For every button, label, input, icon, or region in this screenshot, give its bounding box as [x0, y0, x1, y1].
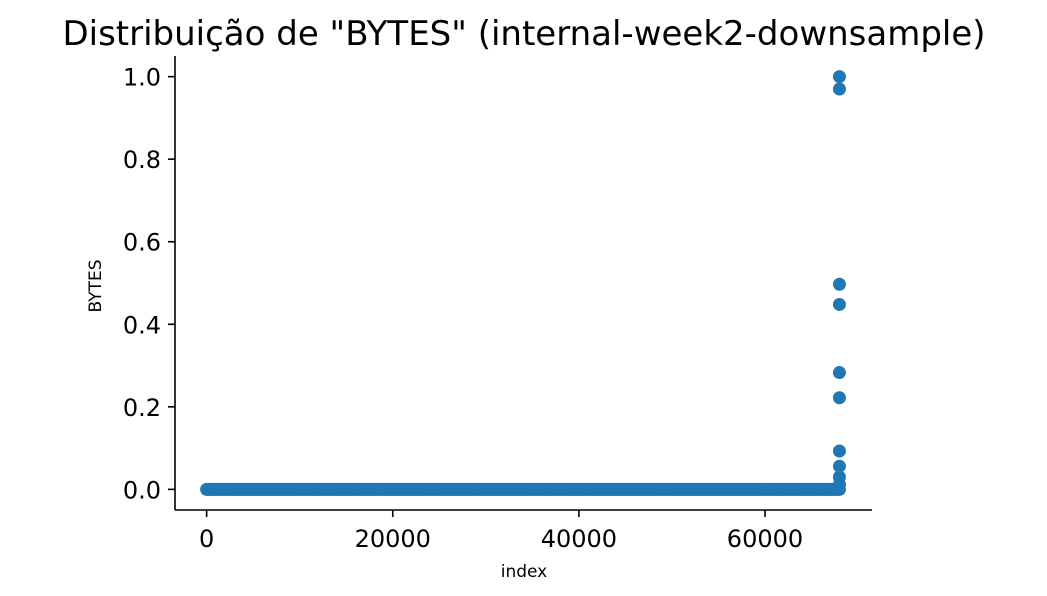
chart-title: Distribuição de "BYTES" (internal-week2-… [62, 14, 985, 54]
data-point-outlier [832, 82, 846, 96]
y-tick-label: 0.4 [123, 311, 161, 339]
data-point-outlier [832, 277, 846, 291]
data-point-outlier [832, 70, 846, 84]
data-point-outlier [832, 366, 846, 380]
data-point-outlier [832, 391, 846, 405]
y-axis-ticks: 0.0 0.2 0.4 0.6 0.8 1.0 [123, 64, 175, 504]
y-tick-label: 0.8 [123, 146, 161, 174]
data-point-outlier [832, 444, 846, 458]
data-point-outlier [832, 477, 846, 491]
y-tick-label: 0.0 [123, 476, 161, 504]
y-tick-label: 0.6 [123, 229, 161, 257]
x-axis-label: index [501, 562, 548, 582]
data-points [200, 70, 846, 496]
x-tick-label: 20000 [355, 525, 431, 553]
data-point-outlier [832, 297, 846, 311]
x-tick-label: 40000 [541, 525, 617, 553]
plot-area: 0 20000 40000 60000 0.0 0.2 0.4 0.6 0.8 1.0 [123, 56, 872, 553]
x-axis-ticks: 0 20000 40000 60000 [199, 510, 803, 553]
x-tick-label: 0 [199, 525, 214, 553]
y-axis-label: BYTES [86, 259, 106, 312]
y-tick-label: 0.2 [123, 394, 161, 422]
x-tick-label: 60000 [727, 525, 803, 553]
y-tick-label: 1.0 [123, 64, 161, 92]
data-point-outlier [832, 459, 846, 473]
